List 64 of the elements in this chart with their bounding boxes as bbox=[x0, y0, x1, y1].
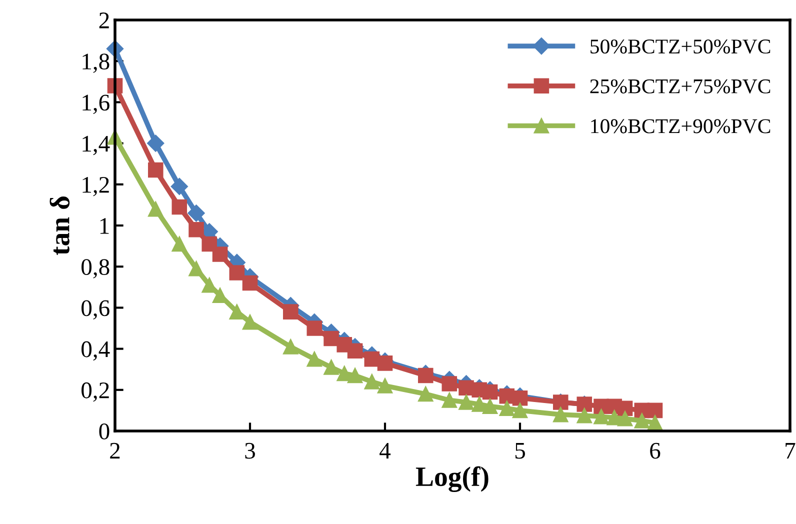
point bbox=[347, 343, 363, 358]
point bbox=[242, 275, 258, 291]
point bbox=[188, 222, 204, 238]
point bbox=[458, 394, 474, 410]
point bbox=[229, 304, 245, 320]
x-axis-title: Log(f) bbox=[416, 466, 488, 492]
legend-label: 50%BCTZ+50%PVC bbox=[590, 39, 770, 54]
point bbox=[147, 134, 164, 152]
point bbox=[512, 390, 528, 406]
point bbox=[634, 413, 650, 428]
point bbox=[364, 374, 380, 390]
point bbox=[418, 368, 434, 384]
point bbox=[170, 178, 188, 196]
point bbox=[442, 376, 458, 392]
point bbox=[617, 411, 633, 426]
point bbox=[347, 368, 363, 384]
y-tick-label: 0 bbox=[99, 423, 110, 440]
y-tick-label: 2 bbox=[99, 12, 109, 28]
y-tick-label: 1,6 bbox=[82, 94, 110, 114]
point bbox=[512, 402, 528, 418]
y-tick-label: 1 bbox=[100, 218, 109, 234]
legend-label: 25%BCTZ+75%PVC bbox=[590, 79, 770, 94]
point bbox=[552, 406, 568, 422]
point bbox=[377, 356, 393, 371]
point bbox=[482, 384, 498, 400]
point bbox=[188, 261, 204, 276]
point bbox=[148, 162, 164, 178]
point bbox=[282, 339, 298, 354]
y-axis-title: tan δ bbox=[50, 196, 70, 256]
point bbox=[647, 402, 663, 418]
x-tick-label: 6 bbox=[650, 442, 660, 459]
point bbox=[576, 408, 592, 424]
point bbox=[482, 398, 498, 414]
point bbox=[442, 392, 458, 408]
point bbox=[324, 330, 339, 346]
point bbox=[242, 314, 258, 330]
point bbox=[172, 199, 188, 215]
y-tick-label: 1,4 bbox=[82, 136, 110, 156]
y-tick-label: 0,8 bbox=[82, 259, 110, 278]
x-tick-label: 2 bbox=[110, 442, 120, 458]
point bbox=[188, 204, 205, 222]
y-tick-label: 0,6 bbox=[82, 300, 110, 320]
point bbox=[229, 265, 245, 280]
point bbox=[148, 201, 164, 217]
point bbox=[499, 400, 515, 416]
x-tick-label: 7 bbox=[786, 443, 796, 458]
point bbox=[324, 360, 339, 375]
y-tick-label: 1,8 bbox=[82, 54, 110, 73]
point bbox=[212, 246, 228, 262]
point bbox=[418, 386, 434, 402]
y-tick-label: 0,4 bbox=[82, 341, 110, 361]
y-tick-label: 0,2 bbox=[82, 382, 109, 402]
x-tick-label: 3 bbox=[245, 442, 255, 459]
x-tick-label: 4 bbox=[380, 442, 391, 458]
point bbox=[377, 378, 393, 394]
point bbox=[594, 408, 609, 424]
point bbox=[306, 351, 322, 367]
legend-label: 10%BCTZ+90%PVC bbox=[591, 119, 770, 134]
y-tick-label: 1,2 bbox=[82, 176, 109, 196]
point bbox=[172, 236, 188, 252]
point bbox=[306, 320, 322, 336]
point bbox=[202, 236, 218, 252]
point bbox=[282, 304, 298, 320]
x-tick-label: 5 bbox=[515, 443, 525, 459]
